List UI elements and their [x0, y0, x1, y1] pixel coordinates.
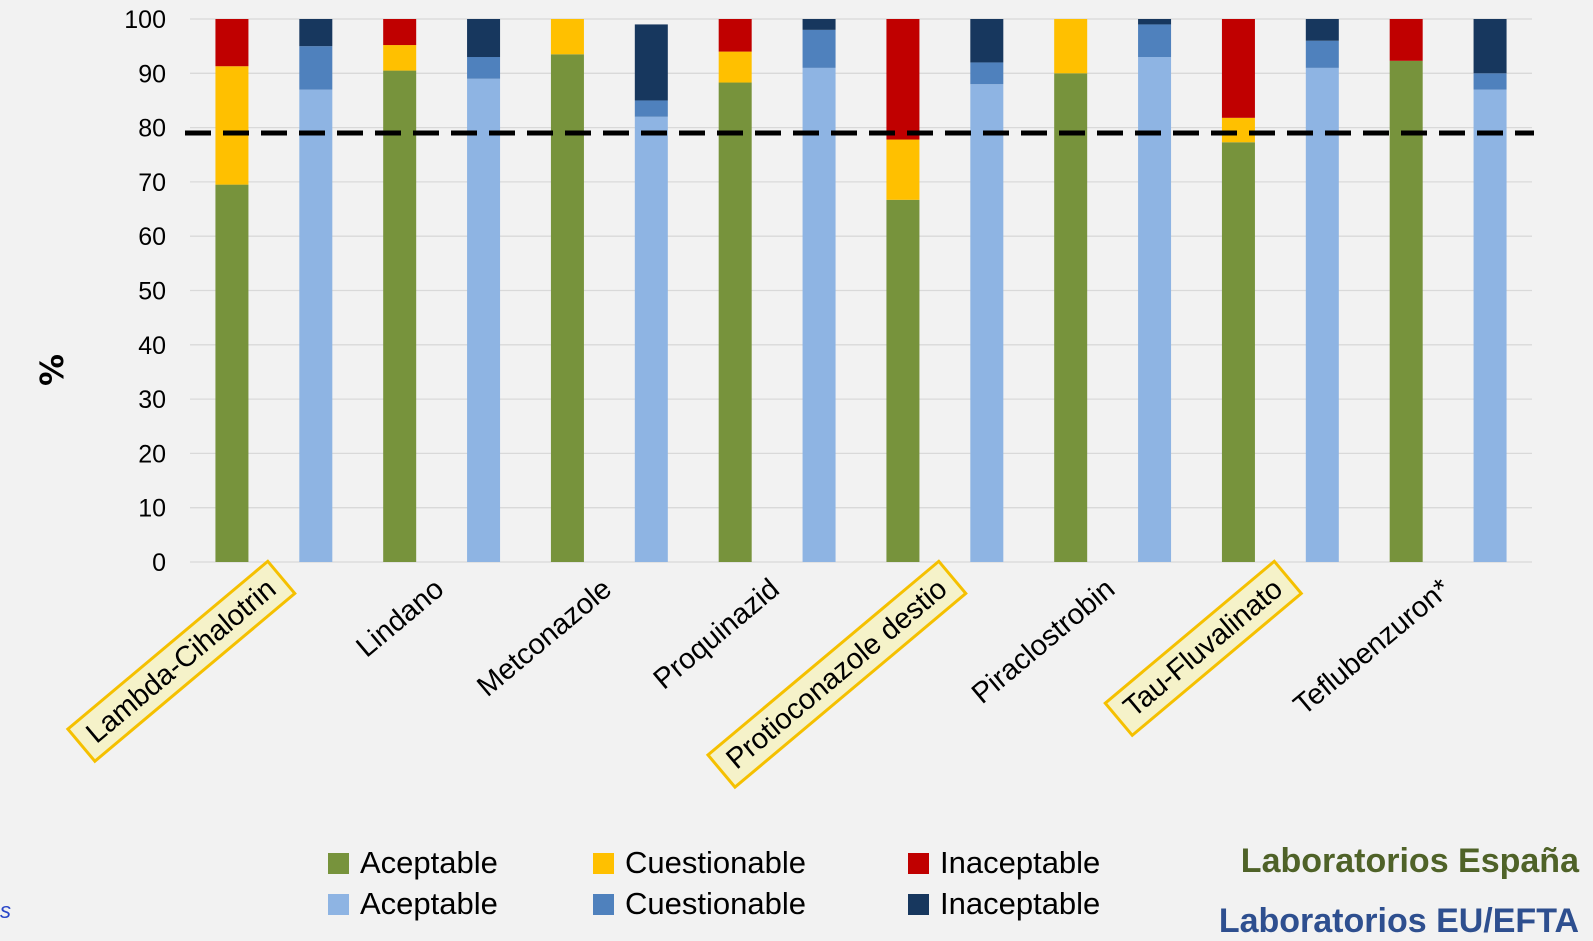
y-axis: 0 10 20 30 40 50 60 70 80 90 100 [124, 6, 166, 577]
bar-segment [802, 67, 836, 563]
bar-segment [634, 100, 668, 117]
bar-segment [970, 84, 1004, 562]
bar-segment [718, 19, 752, 52]
bar-segment [1221, 142, 1255, 563]
legend-swatch [328, 894, 349, 915]
category-label: Proquinazid [648, 573, 786, 696]
bar-segment [299, 89, 333, 562]
category-label: Tau-Fluvalinato [1118, 573, 1289, 724]
bar-segment [467, 78, 501, 562]
bar-segment [886, 139, 920, 200]
bar-segment [970, 62, 1004, 85]
bar-segment [1138, 57, 1172, 562]
bar-segment [1473, 19, 1507, 74]
bar-segment [1473, 89, 1507, 562]
legend-swatch [908, 853, 929, 874]
category-label: Lindano [350, 573, 450, 664]
bar-segment [467, 19, 501, 58]
category-highlight-box [705, 559, 968, 790]
bar-segment [299, 19, 333, 47]
legend-label: Cuestionable [625, 845, 806, 880]
y-tick-label: 80 [138, 115, 166, 143]
bar-segment [1305, 40, 1339, 68]
bar-segment [383, 19, 417, 46]
category-label: Piraclostrobin [966, 573, 1121, 710]
bar-segment [1305, 67, 1339, 563]
legend: Aceptable Cuestionable Inaceptable Aceptabl… [328, 845, 1100, 921]
bar-segment [299, 46, 333, 90]
spain-labs-note: Laboratorios España [1240, 842, 1579, 880]
bar-segment [467, 57, 501, 79]
y-tick-label: 90 [138, 60, 166, 88]
legend-label: Cuestionable [625, 886, 806, 921]
bar-segment [1389, 60, 1423, 562]
bar-segment [383, 45, 417, 71]
y-tick-label: 30 [138, 386, 166, 414]
category-highlight-box [65, 559, 297, 764]
bar-segment [215, 19, 249, 67]
bar-segment [383, 70, 417, 563]
bar-segment [1473, 73, 1507, 90]
legend-swatch [328, 853, 349, 874]
eu-efta-labs-note: Laboratorios EU/EFTA [1218, 902, 1579, 940]
category-highlight-box [1103, 559, 1304, 738]
bar-segment [550, 19, 584, 55]
bar-segment [1305, 19, 1339, 41]
bar-segment [1221, 19, 1255, 118]
legend-swatch [908, 894, 929, 915]
category-label: Teflubenzuron* [1288, 573, 1457, 722]
y-tick-label: 0 [152, 549, 166, 577]
bar-segment [802, 29, 836, 68]
bar-segment [550, 54, 584, 563]
legend-label: Inaceptable [940, 886, 1100, 921]
bar-segment [802, 19, 836, 30]
bar-segment [970, 19, 1004, 63]
bar-segment [886, 19, 920, 140]
bar-segment [1138, 19, 1172, 25]
bar-segment [215, 184, 249, 563]
y-tick-label: 20 [138, 440, 166, 468]
category-label: Metconazole [471, 573, 618, 703]
bar-segment [634, 24, 668, 101]
legend-swatch [593, 894, 614, 915]
category-labels: Lambda-Cihalotrin Lindano Metconazole Proqu… [65, 559, 1457, 790]
legend-swatch [593, 853, 614, 874]
bar-segment [1389, 19, 1423, 61]
y-tick-label: 40 [138, 332, 166, 360]
category-label: Lambda-Cihalotrin [80, 573, 282, 750]
y-tick-label: 60 [138, 223, 166, 251]
bar-segment [1054, 19, 1088, 74]
edge-fragment-text: s [0, 898, 11, 923]
y-axis-label: % [33, 354, 71, 386]
y-tick-label: 100 [124, 6, 166, 34]
y-tick-label: 70 [138, 169, 166, 197]
bar-segment [886, 199, 920, 562]
legend-label: Inaceptable [940, 845, 1100, 880]
bar-segment [1221, 117, 1255, 143]
y-tick-label: 10 [138, 495, 166, 523]
bar-segment [718, 82, 752, 562]
bars [215, 19, 1507, 563]
bar-segment [1054, 73, 1088, 563]
y-tick-label: 50 [138, 278, 166, 306]
bar-segment [718, 51, 752, 83]
legend-label: Aceptable [360, 886, 498, 921]
legend-label: Aceptable [360, 845, 498, 880]
bar-segment [634, 116, 668, 563]
bar-segment [1138, 24, 1172, 58]
bar-segment [215, 66, 249, 185]
